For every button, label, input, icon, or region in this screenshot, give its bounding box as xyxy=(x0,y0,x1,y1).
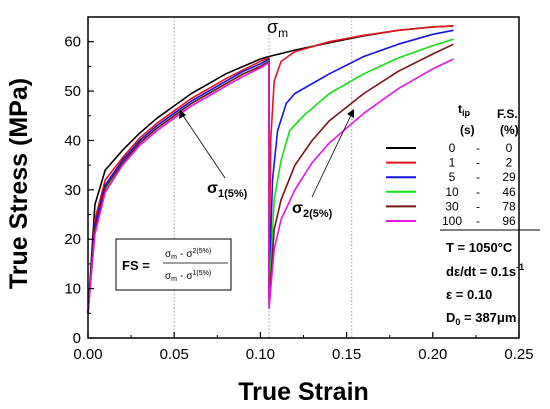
legend-separator-5: - xyxy=(476,170,480,184)
y-tick-label-5: 50 xyxy=(64,83,81,100)
condition-strain-rate: dε/dt = 0.1s-1 xyxy=(446,262,524,279)
legend-tip-0: 0 xyxy=(449,141,456,155)
legend-fs-0: 0 xyxy=(506,141,513,155)
x-tick-label-4: 0.20 xyxy=(418,346,447,363)
legend-separator-0: - xyxy=(476,141,480,155)
y-tick-label-0: 0 xyxy=(73,330,81,347)
legend-separator-100: - xyxy=(476,214,480,228)
legend-fs-30: 78 xyxy=(502,199,516,213)
x-tick-label-1: 0.05 xyxy=(160,346,189,363)
sigma2-arrow xyxy=(311,112,353,198)
series-line-tip-30 xyxy=(87,43,454,314)
legend-fs-100: 96 xyxy=(502,214,516,228)
y-tick-label-6: 60 xyxy=(64,34,81,51)
fs-formula-box: FS = σm - σ2(5%) σm - σ1(5%) xyxy=(115,238,232,291)
legend-tip-5: 5 xyxy=(449,170,456,184)
series-layer xyxy=(87,25,454,314)
legend-header-tip-unit: (s) xyxy=(460,123,475,137)
x-tick-label-2: 0.10 xyxy=(246,346,275,363)
sigma1-arrowhead xyxy=(179,110,186,119)
legend-separator-1: - xyxy=(476,156,480,170)
y-axis-label: True Stress (MPa) xyxy=(5,78,33,289)
legend-tip-10: 10 xyxy=(445,185,459,199)
formula-denominator: σm - σ1(5%) xyxy=(165,270,211,283)
condition-strain: ε = 0.10 xyxy=(446,287,492,302)
legend-header-fs-unit: (%) xyxy=(500,123,519,137)
legend-fs-1: 2 xyxy=(506,156,513,170)
formula-lhs: FS = xyxy=(122,258,150,273)
x-tick-label-5: 0.25 xyxy=(504,346,533,363)
series-line-tip-1 xyxy=(87,25,454,314)
legend-tip-100: 100 xyxy=(442,214,462,228)
legend-fs-10: 46 xyxy=(502,185,516,199)
conditions-block: T = 1050°C dε/dt = 0.1s-1 ε = 0.10 D0 = … xyxy=(440,229,540,327)
x-tick-label-3: 0.15 xyxy=(332,346,361,363)
sigma-m-label: σm xyxy=(267,17,288,40)
legend-tip-1: 1 xyxy=(449,156,456,170)
legend-header-fs: F.S. xyxy=(497,107,518,121)
legend-tip-30: 30 xyxy=(445,199,459,213)
sigma1-arrow xyxy=(181,113,226,179)
x-axis-label: True Strain xyxy=(238,378,369,406)
legend-fs-5: 29 xyxy=(502,170,516,184)
legend-header-tip: tip xyxy=(458,102,471,118)
x-tick-label-0: 0.00 xyxy=(73,346,102,363)
sigma2-arrowhead xyxy=(347,109,354,118)
legend-separator-10: - xyxy=(476,185,480,199)
formula-numerator: σm - σ2(5%) xyxy=(165,248,211,261)
condition-grain-size: D0 = 387μm xyxy=(446,310,516,327)
legend-separator-30: - xyxy=(476,199,480,213)
sigma2-label: σ2(5%) xyxy=(292,200,333,220)
y-tick-label-2: 20 xyxy=(64,231,81,248)
sigma1-label: σ1(5%) xyxy=(207,180,248,200)
y-tick-label-1: 10 xyxy=(64,281,81,298)
legend-header: tip (s) F.S. (%) xyxy=(458,102,519,137)
series-line-tip-5 xyxy=(87,29,454,314)
y-tick-label-4: 40 xyxy=(64,132,81,149)
y-tick-label-3: 30 xyxy=(64,182,81,199)
condition-temperature: T = 1050°C xyxy=(446,240,513,255)
series-line-tip-100 xyxy=(87,58,454,314)
